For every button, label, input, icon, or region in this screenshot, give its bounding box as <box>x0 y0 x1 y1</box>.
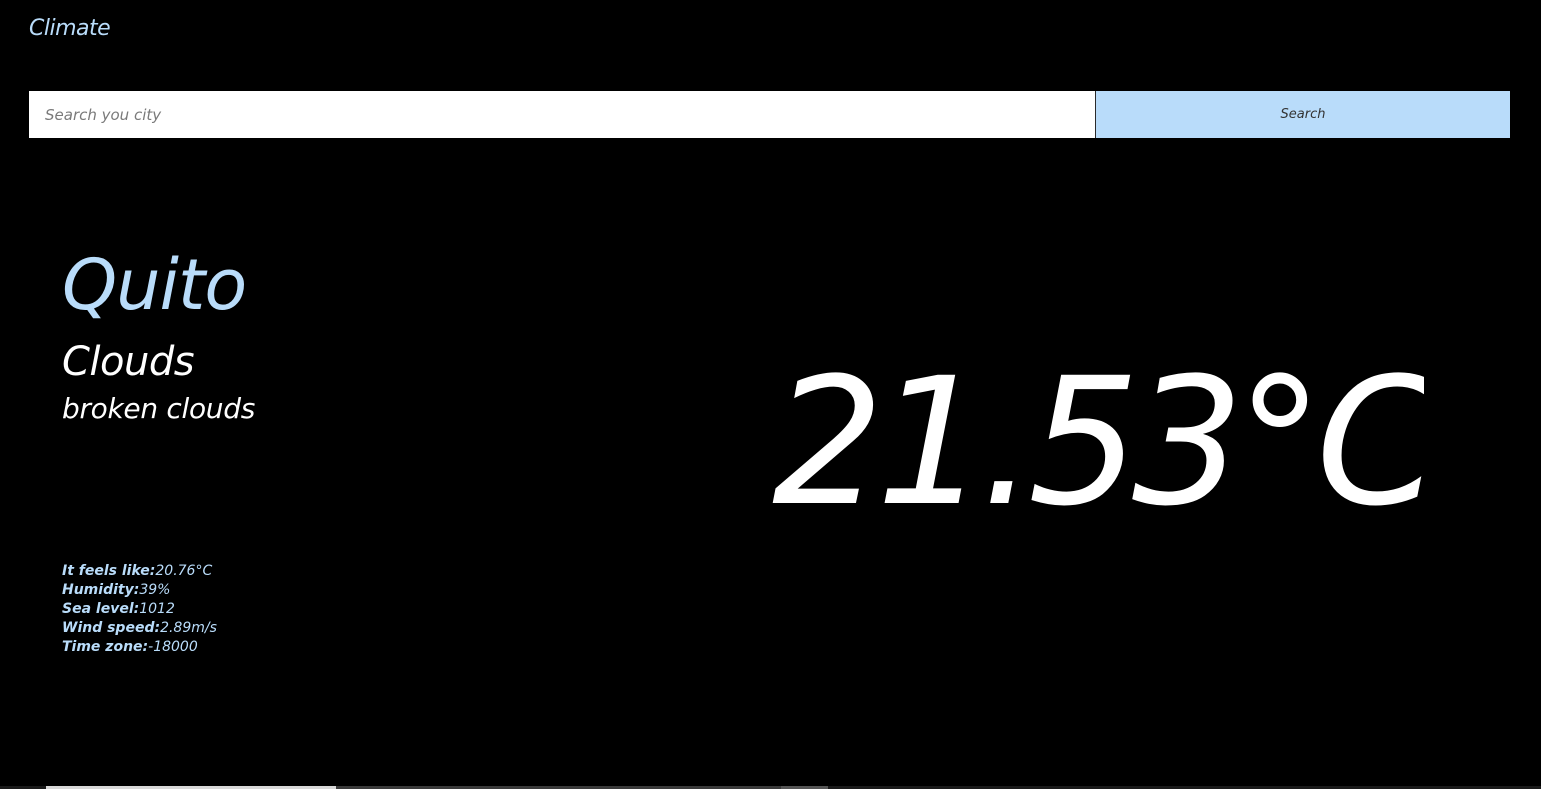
detail-value: 2.89m/s <box>160 620 217 636</box>
weather-condition: Clouds <box>62 339 195 385</box>
search-bar: Search <box>29 91 1510 138</box>
search-button[interactable]: Search <box>1095 91 1510 138</box>
detail-value: 20.76°C <box>155 563 213 579</box>
scrollbar-segment <box>781 786 828 789</box>
city-name: Quito <box>62 244 247 326</box>
detail-label: Sea level: <box>62 601 140 617</box>
temperature-display: 21.53°C <box>772 348 1424 538</box>
app-brand[interactable]: Climate <box>29 16 111 41</box>
detail-label: Humidity: <box>62 582 140 598</box>
search-input[interactable] <box>29 91 1095 138</box>
detail-value: -18000 <box>148 639 198 655</box>
detail-feels-like: It feels like:20.76°C <box>62 562 217 581</box>
detail-label: Wind speed: <box>62 620 161 636</box>
horizontal-scrollbar[interactable] <box>0 786 1541 789</box>
weather-description: broken clouds <box>62 392 256 425</box>
detail-label: It feels like: <box>62 563 156 579</box>
detail-time-zone: Time zone:-18000 <box>62 638 217 657</box>
detail-wind-speed: Wind speed:2.89m/s <box>62 619 217 638</box>
detail-humidity: Humidity:39% <box>62 581 217 600</box>
scrollbar-segment <box>336 786 781 789</box>
scrollbar-segment <box>46 786 336 789</box>
detail-sea-level: Sea level:1012 <box>62 600 217 619</box>
detail-value: 39% <box>139 582 171 598</box>
detail-label: Time zone: <box>62 639 149 655</box>
detail-value: 1012 <box>139 601 175 617</box>
weather-details: It feels like:20.76°C Humidity:39% Sea l… <box>62 562 217 657</box>
